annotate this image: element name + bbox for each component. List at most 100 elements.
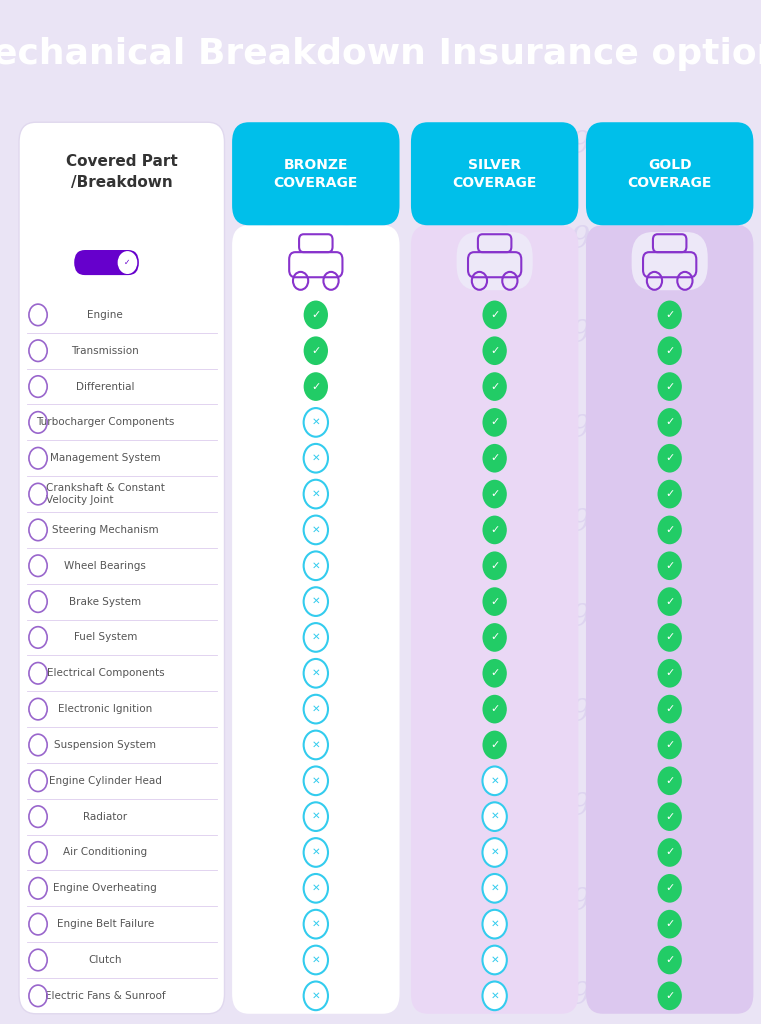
Circle shape [658,623,682,651]
Text: 9: 9 [178,129,197,160]
Circle shape [304,623,328,651]
Text: 9: 9 [21,223,40,255]
Text: 9: 9 [100,318,119,349]
Text: ✓: ✓ [665,561,674,570]
Text: ✕: ✕ [311,524,320,535]
Text: 9: 9 [650,792,669,822]
Text: ✓: ✓ [490,310,499,319]
Circle shape [304,659,328,688]
Circle shape [658,551,682,580]
Text: ✓: ✓ [665,597,674,606]
Text: ✕: ✕ [311,990,320,1000]
Text: Turbocharger Components: Turbocharger Components [36,418,174,427]
Text: ✕: ✕ [311,668,320,678]
Text: ✓: ✓ [124,258,131,267]
Text: ✓: ✓ [311,382,320,391]
Text: ✓: ✓ [665,884,674,893]
Text: 9: 9 [100,223,119,255]
Circle shape [658,301,682,330]
Text: BRONZE
COVERAGE: BRONZE COVERAGE [274,158,358,190]
Text: 9: 9 [256,980,276,1012]
Text: 9: 9 [178,223,197,255]
Text: Electronic Ignition: Electronic Ignition [58,705,152,714]
Text: 9: 9 [256,223,276,255]
Text: ✓: ✓ [665,310,674,319]
Text: 9: 9 [100,129,119,160]
Circle shape [304,766,328,795]
Text: 9: 9 [492,223,512,255]
Text: 9: 9 [256,508,276,539]
Text: ✓: ✓ [490,705,499,714]
Text: ✕: ✕ [311,417,320,427]
Circle shape [482,372,507,400]
Circle shape [482,946,507,974]
Text: 9: 9 [728,223,748,255]
Text: 9: 9 [178,413,197,443]
Text: 9: 9 [414,792,433,822]
Text: 9: 9 [21,792,40,822]
Text: 9: 9 [572,886,591,916]
Text: 9: 9 [256,696,276,728]
Circle shape [658,336,682,366]
Circle shape [304,408,328,436]
Text: ✕: ✕ [490,811,499,821]
Circle shape [658,444,682,473]
Circle shape [482,515,507,545]
Circle shape [482,803,507,831]
Text: 9: 9 [572,792,591,822]
Text: ✕: ✕ [311,453,320,463]
Text: 9: 9 [100,508,119,539]
Text: Mechanical Breakdown Insurance options: Mechanical Breakdown Insurance options [0,37,761,71]
Text: Management System: Management System [50,454,161,463]
Text: ✓: ✓ [490,418,499,427]
Circle shape [658,730,682,759]
Text: 9: 9 [728,318,748,349]
Text: ✓: ✓ [490,669,499,678]
Text: 9: 9 [21,508,40,539]
Text: ✓: ✓ [665,848,674,857]
Text: ✕: ✕ [490,847,499,857]
Text: ✓: ✓ [665,525,674,535]
Text: 9: 9 [414,413,433,443]
Text: 9: 9 [572,508,591,539]
Text: ✓: ✓ [665,705,674,714]
Circle shape [304,694,328,723]
Circle shape [119,252,137,273]
Text: ✓: ✓ [665,633,674,642]
Text: 9: 9 [414,696,433,728]
Text: ✕: ✕ [311,703,320,714]
Text: 9: 9 [336,318,355,349]
Circle shape [482,766,507,795]
Text: ✕: ✕ [311,560,320,570]
Text: ✕: ✕ [311,739,320,750]
FancyBboxPatch shape [411,225,578,1014]
Text: ✓: ✓ [665,382,674,391]
Text: 9: 9 [336,602,355,633]
Text: 9: 9 [256,129,276,160]
Text: 9: 9 [336,508,355,539]
Text: 9: 9 [336,792,355,822]
Text: Differential: Differential [76,382,135,391]
Text: ✕: ✕ [311,596,320,606]
Text: Clutch: Clutch [88,955,122,965]
Text: 9: 9 [728,696,748,728]
Text: 9: 9 [256,602,276,633]
Circle shape [482,694,507,723]
Circle shape [304,873,328,903]
Text: ✓: ✓ [665,740,674,750]
Circle shape [658,838,682,866]
Text: 9: 9 [336,413,355,443]
Text: 9: 9 [492,792,512,822]
Circle shape [658,766,682,795]
Text: 9: 9 [492,886,512,916]
Text: ✓: ✓ [490,633,499,642]
Circle shape [304,515,328,545]
Text: ✕: ✕ [311,883,320,893]
Text: GOLD
COVERAGE: GOLD COVERAGE [628,158,712,190]
Text: 9: 9 [336,129,355,160]
Text: 9: 9 [256,886,276,916]
Circle shape [304,372,328,400]
Text: Electrical Components: Electrical Components [46,669,164,678]
Circle shape [482,873,507,903]
Circle shape [482,336,507,366]
